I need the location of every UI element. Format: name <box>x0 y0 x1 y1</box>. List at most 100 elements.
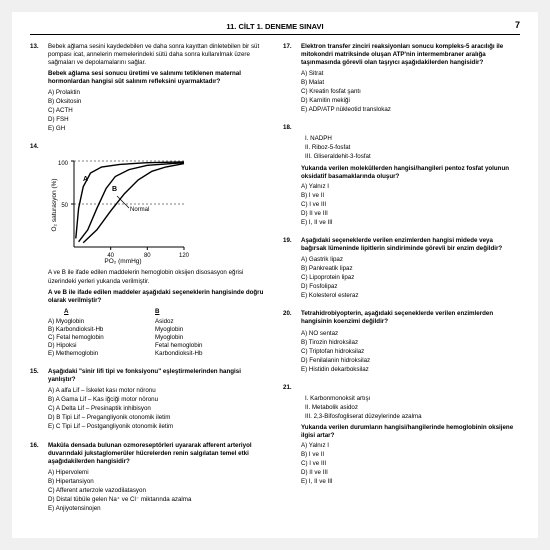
q20-num: 20. <box>283 310 297 326</box>
q18-e: E) I, II ve III <box>301 219 520 227</box>
q21-statements: I. Karbonmonoksit artışı II. Metabolik a… <box>305 395 520 421</box>
question-17: 17. Elektron transfer zinciri reaksiyonl… <box>283 43 520 115</box>
q14-rd0: D) Hipoksi <box>48 342 133 350</box>
q15-options: A) A alfa Lif – İskelet kası motor nöron… <box>48 387 267 431</box>
q16-num: 16. <box>30 442 44 466</box>
q13-text: Bebek ağlama sesini kaydedebilen ve daha… <box>48 43 267 86</box>
svg-text:A: A <box>83 176 88 183</box>
question-20: 20. Tetrahidrobiyopterin, aşağıdaki seçe… <box>283 310 520 373</box>
q21-e: E) I, II ve III <box>301 478 520 486</box>
question-15: 15. Aşağıdaki "sinir lifi tipi ve fonksi… <box>30 368 267 431</box>
q13-opt-e: E) GH <box>48 125 267 133</box>
q17-e: E) ADP/ATP nükleotid translokaz <box>301 106 520 114</box>
question-19: 19. Aşağıdaki seçeneklerde verilen enzim… <box>283 237 520 300</box>
q17-c: C) Kreatin fosfat şantı <box>301 88 520 96</box>
q19-c: C) Lipoprotein lipaz <box>301 274 520 282</box>
q16-c: C) Afferent arterzole vazodilatasyon <box>48 487 267 495</box>
question-21: 21. I. Karbonmonoksit artışı II. Metabol… <box>283 384 520 487</box>
q18-b: B) I ve II <box>301 192 520 200</box>
q18-a: A) Yalnız I <box>301 183 520 191</box>
q21-s2: II. Metabolik asidoz <box>305 404 520 412</box>
q14-ylabel: O₂ saturasyon (%) <box>51 179 58 232</box>
question-18: 18. I. NADPH II. Riboz-5-fosfat III. Gli… <box>283 124 520 227</box>
q18-s3: III. Gliseraldehit-3-fosfat <box>305 153 520 161</box>
q21-d: D) II ve III <box>301 469 520 477</box>
q15-b: B) A Gama Lif – Kas iğciği motor nöronu <box>48 396 267 404</box>
q14-caption2: A ve B ile ifade edilen maddeler aşağıda… <box>48 289 267 305</box>
q14-options: A A) Myoglobin B) Karbondioksit-Hb C) Fe… <box>48 308 267 358</box>
q14-ra1: Asidoz <box>155 318 202 326</box>
q20-c: C) Triptofan hidroksilaz <box>301 348 520 356</box>
q21-s3: III. 2,3-Bifosfogliserat düzeylerinde az… <box>305 413 520 421</box>
q19-b: B) Pankreatik lipaz <box>301 265 520 273</box>
q17-d: D) Karnitin mekiği <box>301 97 520 105</box>
q14-rc0: C) Fetal hemoglobin <box>48 334 133 342</box>
q21-s1: I. Karbonmonoksit artışı <box>305 395 520 403</box>
q16-options: A) Hipervolemi B) Hipertansiyon C) Affer… <box>48 469 267 513</box>
q20-b: B) Tirozin hidroksilaz <box>301 339 520 347</box>
q18-options: A) Yalnız I B) I ve II C) I ve III D) II… <box>301 183 520 227</box>
q20-stem: Tetrahidrobiyopterin, aşağıdaki seçenekl… <box>301 310 520 326</box>
content-columns: 13. Bebek ağlama sesini kaydedebilen ve … <box>30 43 520 523</box>
q16-stem: Makûla densada bulunan ozmoreseptörleri … <box>48 442 267 466</box>
q18-num: 18. <box>283 124 297 132</box>
q18-s1: I. NADPH <box>305 135 520 143</box>
q20-a: A) NO sentaz <box>301 330 520 338</box>
q13-opt-a: A) Prolaktin <box>48 89 267 97</box>
q15-e: E) C Tipi Lif – Postgangliyonik otonomik… <box>48 423 267 431</box>
left-column: 13. Bebek ağlama sesini kaydedebilen ve … <box>30 43 267 523</box>
q17-stem: Elektron transfer zinciri reaksiyonları … <box>301 43 520 67</box>
q19-d: D) Fosfolipaz <box>301 283 520 291</box>
q15-d: D) B Tipi Lif – Pregangliyonik otonomik … <box>48 414 267 422</box>
q17-a: A) Sitrat <box>301 70 520 78</box>
question-13: 13. Bebek ağlama sesini kaydedebilen ve … <box>30 43 267 134</box>
q14-chart: 50 100 40 80 120 <box>48 155 198 265</box>
q14-colh-a: A <box>64 308 133 316</box>
q13-opt-b: B) Oksitosin <box>48 98 267 106</box>
q13-opt-d: D) FSH <box>48 116 267 124</box>
q16-b: B) Hipertansiyon <box>48 478 267 486</box>
page-header: 11. CİLT 1. DENEME SINAVI 7 <box>30 22 520 35</box>
svg-text:100: 100 <box>58 161 69 167</box>
q16-e: E) Anjiyotensinojen <box>48 505 267 513</box>
q18-s2: II. Riboz-5-fosfat <box>305 144 520 152</box>
q14-xlabel: PO₂ (mmHg) <box>104 258 141 265</box>
q21-c: C) I ve III <box>301 460 520 468</box>
right-column: 17. Elektron transfer zinciri reaksiyonl… <box>283 43 520 523</box>
q14-rd1: Fetal hemoglobin <box>155 342 202 350</box>
q18-d: D) II ve III <box>301 210 520 218</box>
q21-num: 21. <box>283 384 297 392</box>
q15-num: 15. <box>30 368 44 384</box>
q13-options: A) Prolaktin B) Oksitosin C) ACTH D) FSH… <box>48 89 267 133</box>
q13-num: 13. <box>30 43 44 86</box>
q19-num: 19. <box>283 237 297 253</box>
q14-re1: Karbondioksit-Hb <box>155 350 202 358</box>
question-16: 16. Makûla densada bulunan ozmoreseptörl… <box>30 442 267 514</box>
q21-b: B) I ve II <box>301 451 520 459</box>
svg-text:120: 120 <box>179 253 190 259</box>
exam-page: 11. CİLT 1. DENEME SINAVI 7 13. Bebek ağ… <box>12 12 538 538</box>
q14-rb0: B) Karbondioksit-Hb <box>48 326 133 334</box>
q19-stem: Aşağıdaki seçeneklerde verilen enzimlerd… <box>301 237 520 253</box>
svg-text:B: B <box>112 186 117 193</box>
question-14: 14. 50 <box>30 143 267 358</box>
header-title: 11. CİLT 1. DENEME SINAVI <box>226 22 323 31</box>
q20-d: D) Fenilalanin hidroksilaz <box>301 357 520 365</box>
q20-e: E) Histidin dekarboksilaz <box>301 366 520 374</box>
q19-e: E) Kolesterol esteraz <box>301 292 520 300</box>
q14-re0: E) Methemoglobin <box>48 350 133 358</box>
q14-caption1: A ve B ile ifade edilen maddelerin hemog… <box>48 269 267 285</box>
q16-d: D) Distal tübüle gelen Na⁺ ve Cl⁻ miktar… <box>48 496 267 504</box>
q13-p1: Bebek ağlama sesini kaydedebilen ve daha… <box>48 43 267 67</box>
q15-c: C) A Delta Lif – Presinaptik inhibisyon <box>48 405 267 413</box>
q21-stem: Yukarıda verilen durumların hangisi/hang… <box>301 424 520 440</box>
q18-statements: I. NADPH II. Riboz-5-fosfat III. Glisera… <box>305 135 520 161</box>
q18-c: C) I ve III <box>301 201 520 209</box>
q17-b: B) Malat <box>301 79 520 87</box>
page-number: 7 <box>515 20 520 32</box>
q17-num: 17. <box>283 43 297 67</box>
q19-options: A) Gastrik lipaz B) Pankreatik lipaz C) … <box>301 256 520 300</box>
svg-text:80: 80 <box>144 253 151 259</box>
q17-options: A) Sitrat B) Malat C) Kreatin fosfat şan… <box>301 70 520 114</box>
q18-stem: Yukarıda verilen moleküllerden hangisi/h… <box>301 165 520 181</box>
